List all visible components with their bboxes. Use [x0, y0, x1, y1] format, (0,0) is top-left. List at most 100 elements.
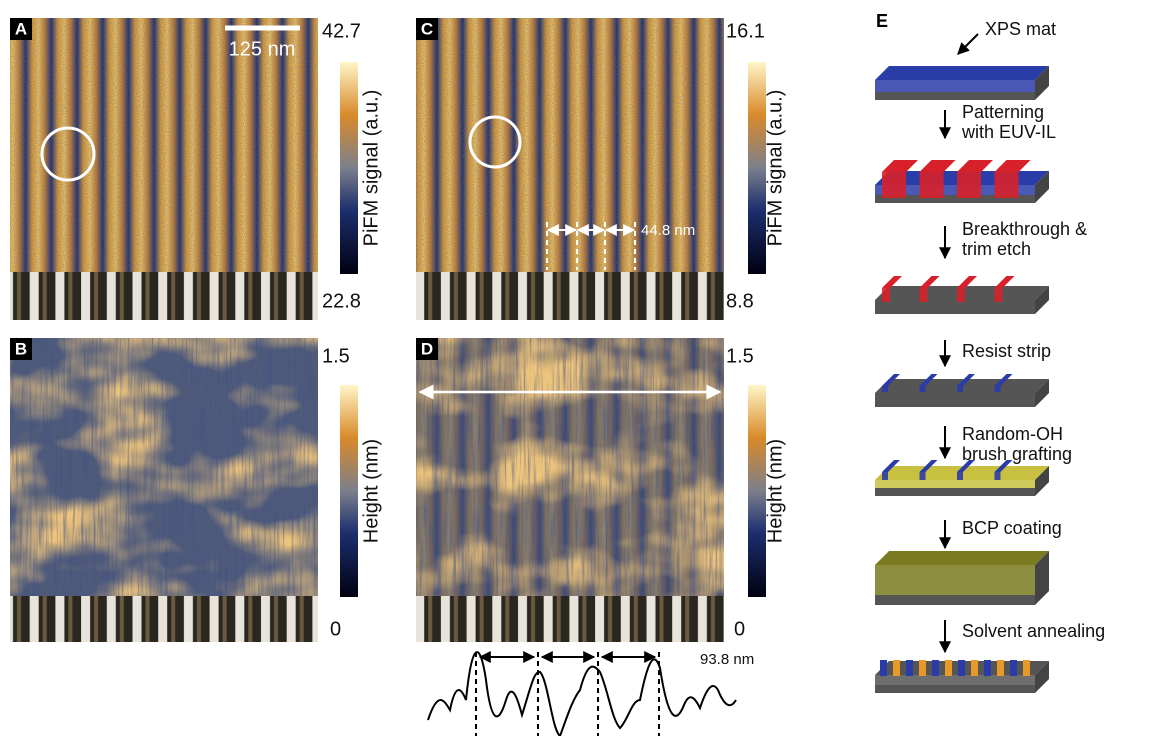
slab-side	[1035, 551, 1049, 605]
panel-b	[10, 338, 318, 642]
fin	[882, 472, 888, 480]
slab-side	[1035, 286, 1049, 314]
panel-label-box	[416, 18, 438, 40]
slab-front	[875, 675, 1035, 685]
colorbar-label: PiFM signal (a.u.)	[360, 90, 382, 247]
lamella	[1010, 660, 1017, 676]
fin	[957, 288, 965, 302]
lamella	[893, 660, 900, 676]
colorbars	[340, 62, 766, 597]
lamella	[945, 660, 952, 676]
fin-top	[957, 160, 993, 172]
colorbar-label: Height (nm)	[764, 439, 786, 543]
slab-front	[875, 80, 1035, 92]
slab-front	[875, 565, 1035, 595]
slab-side	[1035, 66, 1049, 100]
fin	[882, 386, 888, 392]
slab-base	[875, 300, 1035, 314]
slab-front	[875, 185, 1035, 195]
spacing-annotation: 44.8 nm	[641, 222, 695, 239]
fin-top	[957, 276, 977, 288]
fin	[994, 288, 1003, 302]
fin-top	[994, 460, 1013, 472]
step-label: with EUV-IL	[961, 122, 1056, 142]
fin	[957, 386, 963, 392]
colorbar-max: 1.5	[322, 345, 350, 367]
panel-d	[416, 338, 724, 642]
colorbar-min: 22.8	[322, 290, 361, 312]
fin-top	[957, 374, 975, 386]
slab-side	[1035, 379, 1049, 407]
lamella	[984, 660, 991, 676]
fin	[994, 472, 1001, 480]
panel-label: C	[421, 19, 433, 38]
fin-top	[994, 276, 1015, 288]
fin-top	[882, 374, 900, 386]
slab-side	[1035, 661, 1049, 693]
fin-top	[957, 460, 975, 472]
lamella	[958, 660, 965, 676]
colorbar-max: 1.5	[726, 345, 754, 367]
colorbar-min: 0	[330, 618, 341, 640]
slab-top	[875, 551, 1049, 565]
step-label: BCP coating	[962, 518, 1062, 538]
fin	[994, 386, 1001, 392]
fin-top	[882, 460, 900, 472]
colorbar-min: 0	[734, 618, 745, 640]
step-label: Random-OH	[962, 424, 1063, 444]
step-label: XPS mat	[985, 19, 1056, 39]
fin-top	[919, 160, 956, 172]
fin	[882, 172, 906, 198]
step-label: Breakthrough &	[962, 219, 1087, 239]
lamella	[1023, 660, 1030, 676]
fin	[957, 172, 981, 198]
fin	[919, 288, 928, 302]
lamella	[906, 660, 913, 676]
slab-base	[875, 195, 1035, 203]
fin	[957, 472, 963, 480]
fin-top	[919, 374, 938, 386]
panel-label-box	[416, 338, 438, 360]
fin-top	[994, 374, 1013, 386]
panel-label-box	[10, 18, 32, 40]
fin	[882, 288, 890, 302]
colorbar-label: Height (nm)	[360, 439, 382, 543]
slab-base	[875, 685, 1035, 693]
step-label: trim etch	[962, 239, 1031, 259]
lamella	[919, 660, 926, 676]
lamella	[932, 660, 939, 676]
colorbar-max: 42.7	[322, 20, 361, 42]
lamella	[971, 660, 978, 676]
panel-label-box	[10, 338, 32, 360]
fin-top	[919, 276, 940, 288]
lamella	[880, 660, 887, 676]
panel-label: B	[15, 339, 27, 358]
slab-base	[875, 488, 1035, 496]
step-label: Resist strip	[962, 341, 1051, 361]
fin	[919, 172, 944, 198]
slab-front	[875, 480, 1035, 488]
step-label: brush grafting	[962, 444, 1072, 464]
texts: A 42.7 22.8 PiFM signal (a.u.) B 1.5 0 Height (…	[10, 18, 786, 668]
scale-bar-label: 125 nm	[229, 38, 296, 60]
fin-top	[994, 160, 1031, 172]
slab-base	[875, 92, 1035, 100]
step-arrow	[957, 33, 979, 55]
colorbar-max: 16.1	[726, 20, 765, 42]
profile	[427, 651, 737, 736]
panel-label: E	[876, 11, 888, 31]
colorbar-min: 8.8	[726, 290, 754, 312]
slab-base	[875, 393, 1035, 407]
step-label: Solvent annealing	[962, 621, 1105, 641]
fin	[919, 472, 926, 480]
slab-side	[1035, 466, 1049, 496]
panel-a	[10, 18, 318, 320]
panel-label: A	[15, 19, 27, 38]
fin-top	[882, 160, 918, 172]
lamella	[997, 660, 1004, 676]
panel-label: D	[421, 339, 433, 358]
colorbar-label: PiFM signal (a.u.)	[764, 90, 786, 247]
fin-top	[882, 276, 902, 288]
